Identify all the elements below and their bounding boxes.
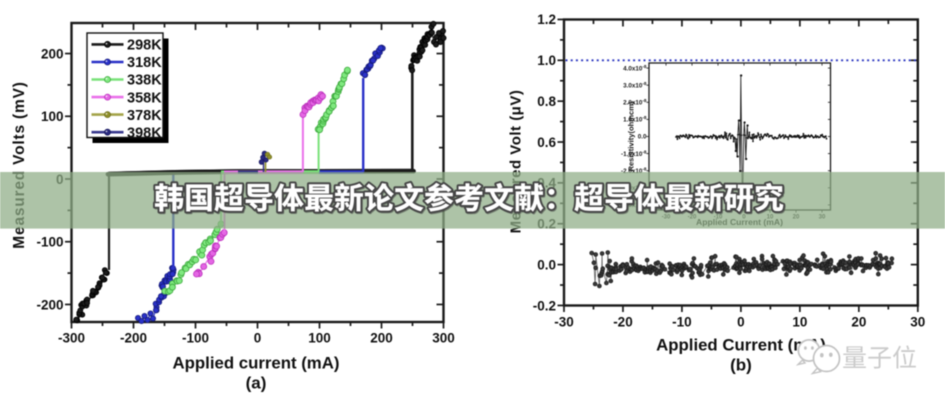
svg-text:(b): (b) — [730, 356, 752, 375]
svg-text:30: 30 — [910, 315, 925, 330]
svg-text:0.6: 0.6 — [537, 135, 556, 150]
svg-text:1.2: 1.2 — [537, 12, 556, 27]
svg-text:0.8: 0.8 — [537, 94, 556, 109]
svg-text:10: 10 — [792, 315, 807, 330]
svg-text:0: 0 — [254, 331, 262, 346]
svg-text:-30: -30 — [554, 315, 574, 330]
svg-text:0.0: 0.0 — [537, 257, 556, 272]
svg-text:0: 0 — [737, 315, 745, 330]
svg-text:-20: -20 — [613, 315, 633, 330]
svg-text:200: 200 — [41, 46, 64, 61]
svg-text:300: 300 — [432, 331, 455, 346]
svg-text:Applied current (mA): Applied current (mA) — [173, 354, 340, 373]
svg-text:-100: -100 — [182, 331, 209, 346]
svg-text:338K: 338K — [127, 73, 162, 89]
svg-text:(a): (a) — [246, 374, 267, 393]
svg-text:398K: 398K — [127, 125, 162, 141]
svg-text:-100: -100 — [36, 235, 63, 250]
svg-text:Resistivity(ohmcm): Resistivity(ohmcm) — [627, 101, 636, 172]
svg-text:200: 200 — [370, 331, 393, 346]
svg-text:378K: 378K — [127, 108, 162, 124]
svg-text:0.0: 0.0 — [638, 134, 647, 141]
svg-text:358K: 358K — [127, 90, 162, 106]
svg-text:-300: -300 — [58, 331, 85, 346]
svg-text:100: 100 — [308, 331, 331, 346]
svg-text:100: 100 — [41, 109, 64, 124]
svg-text:298K: 298K — [127, 38, 162, 54]
svg-text:20: 20 — [851, 315, 866, 330]
svg-text:-10: -10 — [672, 315, 692, 330]
svg-text:1.0: 1.0 — [537, 53, 556, 68]
svg-text:-0.2: -0.2 — [533, 298, 556, 313]
svg-text:318K: 318K — [127, 55, 162, 71]
svg-text:-200: -200 — [36, 297, 63, 312]
svg-text:-200: -200 — [120, 331, 147, 346]
